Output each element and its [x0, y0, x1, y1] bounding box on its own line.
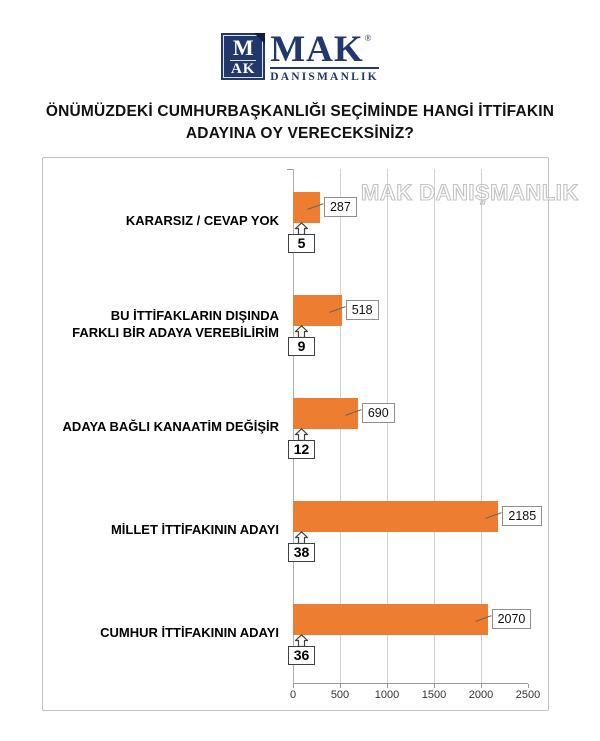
- value-label: 518: [345, 300, 379, 320]
- x-tick-label: 0: [289, 689, 297, 701]
- x-tick-label: 2500: [515, 689, 541, 701]
- chart-row: BU İTTİFAKLARIN DIŞINDA FARKLI BİR ADAYA…: [43, 272, 550, 375]
- up-arrow-icon: [294, 634, 309, 648]
- watermark: MAK DANIŞMANLIK: [360, 179, 579, 205]
- title-line-2: ADAYINA OY VERECEKSİNİZ?: [185, 125, 415, 142]
- bar: [293, 398, 358, 429]
- folded-corner-icon: [254, 33, 266, 44]
- logo-mark-m: M: [232, 34, 254, 60]
- x-axis-ticks: [293, 684, 529, 688]
- title-line-1: ÖNÜMÜZDEKİ CUMHURBAŞKANLIĞI SEÇİMİNDE HA…: [45, 103, 555, 120]
- up-arrow-icon: [294, 222, 309, 236]
- category-label: KARARSIZ / CEVAP YOK: [125, 213, 279, 228]
- bar-chart: MAK DANIŞMANLIK KARARSIZ / CEVAP YOK 287…: [42, 157, 579, 711]
- category-label: ADAYA BAĞLI KANAATİM DEĞİŞİR: [62, 419, 279, 434]
- logo-rule: [270, 67, 379, 69]
- x-tick-label: 1000: [374, 689, 400, 701]
- value-label: 287: [323, 197, 357, 217]
- mak-logo: M AK MAK ® DANISMANLIK: [0, 29, 600, 83]
- logo-mark-ak: AK: [230, 60, 256, 77]
- percentage-label: 12: [288, 440, 315, 459]
- value-label: 690: [361, 403, 395, 423]
- logo-wordmark: MAK ® DANISMANLIK: [270, 29, 379, 83]
- logo-brand-text: MAK: [270, 29, 364, 70]
- percentage-label: 5: [288, 234, 315, 253]
- logo-mark-divider: [230, 59, 257, 61]
- percentage-label: 36: [288, 646, 315, 665]
- bar: [293, 295, 342, 326]
- percentage-label: 38: [288, 543, 315, 562]
- category-label: MİLLET İTTİFAKININ ADAYI: [110, 522, 279, 537]
- chart-row: CUMHUR İTTİFAKININ ADAYI 2070 36: [43, 581, 550, 684]
- x-tick-label: 2000: [468, 689, 494, 701]
- up-arrow-icon: [294, 325, 309, 339]
- category-label: CUMHUR İTTİFAKININ ADAYI: [100, 625, 279, 640]
- up-arrow-icon: [294, 428, 309, 442]
- chart-row: KARARSIZ / CEVAP YOK 287 5: [43, 169, 550, 272]
- mak-logo-mark-icon: M AK: [221, 33, 266, 80]
- bar: [293, 501, 499, 532]
- value-label: 2070: [491, 609, 532, 629]
- chart-question-title: ÖNÜMÜZDEKİ CUMHURBAŞKANLIĞI SEÇİMİNDE HA…: [0, 101, 600, 145]
- y-axis-top-tick: [287, 169, 293, 170]
- category-label: BU İTTİFAKLARIN DIŞINDA FARKLI BİR ADAYA…: [72, 307, 279, 340]
- up-arrow-icon: [294, 531, 309, 545]
- logo-subtitle: DANISMANLIK: [270, 71, 379, 83]
- bar: [293, 192, 320, 223]
- x-tick-label: 500: [330, 689, 350, 701]
- bar: [293, 604, 488, 635]
- chart-row: ADAYA BAĞLI KANAATİM DEĞİŞİR 690 12: [43, 375, 550, 478]
- registered-trademark-icon: ®: [364, 33, 372, 43]
- percentage-label: 9: [288, 337, 315, 356]
- x-tick-label: 1500: [421, 689, 447, 701]
- chart-row: MİLLET İTTİFAKININ ADAYI 2185 38: [43, 478, 550, 581]
- value-label: 2185: [502, 506, 543, 526]
